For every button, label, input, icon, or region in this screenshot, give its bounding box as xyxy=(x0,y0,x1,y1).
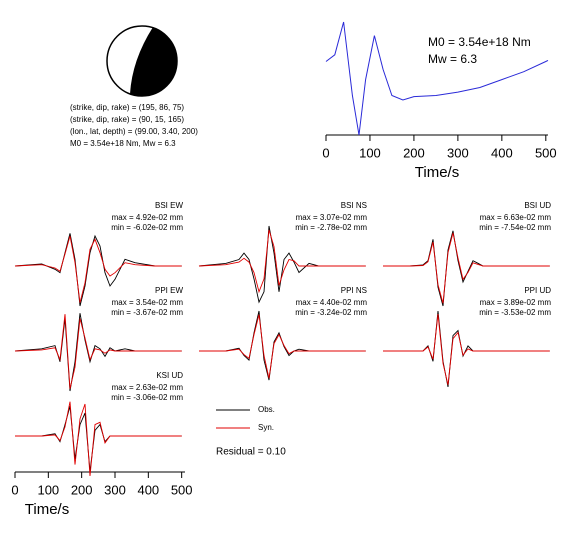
x-tick-label: 300 xyxy=(447,145,469,160)
mechanism-line: M0 = 3.54e+18 Nm, Mw = 6.3 xyxy=(70,139,176,148)
annotation: M0 = 3.54e+18 Nm xyxy=(428,35,531,49)
residual: Residual = 0.10 xyxy=(216,447,286,458)
max-label: max = 6.63e-02 mm xyxy=(480,213,552,222)
beachball xyxy=(106,25,178,97)
x-tick-label: 200 xyxy=(403,145,425,160)
station-label: BSI UD xyxy=(524,201,551,210)
synthetic-trace xyxy=(15,401,182,477)
max-label: max = 3.54e-02 mm xyxy=(112,298,184,307)
min-label: min = -3.24e-02 mm xyxy=(295,308,367,317)
station-label: BSI NS xyxy=(341,201,367,210)
observed-trace xyxy=(15,406,182,472)
legend-label: Syn. xyxy=(258,423,274,432)
x-tick-label: 100 xyxy=(37,482,59,497)
synthetic-trace xyxy=(14,235,182,303)
observed-trace xyxy=(14,233,182,307)
max-label: max = 4.40e-02 mm xyxy=(296,298,368,307)
x-tick-label: 300 xyxy=(104,482,126,497)
min-label: min = -2.78e-02 mm xyxy=(295,223,367,232)
observed-trace xyxy=(14,313,182,392)
x-tick-label: 0 xyxy=(322,145,329,160)
x-axis-label: Time/s xyxy=(25,501,69,518)
synthetic-trace xyxy=(14,314,182,389)
x-tick-label: 0 xyxy=(11,482,18,497)
synthetic-trace xyxy=(199,314,366,379)
min-label: min = -7.54e-02 mm xyxy=(479,223,551,232)
max-label: max = 4.92e-02 mm xyxy=(112,213,184,222)
source-time-function xyxy=(325,21,549,136)
station-label: PPI NS xyxy=(341,286,367,295)
mechanism-line: (strike, dip, rake) = (90, 15, 165) xyxy=(70,115,184,124)
min-label: min = -3.06e-02 mm xyxy=(111,393,183,402)
legend-label: Obs. xyxy=(258,405,275,414)
observed-trace xyxy=(383,310,550,387)
max-label: max = 2.63e-02 mm xyxy=(112,383,184,392)
max-label: max = 3.89e-02 mm xyxy=(480,298,552,307)
station-label: KSI UD xyxy=(156,371,183,380)
mechanism-line: (strike, dip, rake) = (195, 86, 75) xyxy=(70,103,184,112)
station-label: BSI EW xyxy=(155,201,183,210)
station-label: PPI EW xyxy=(155,286,183,295)
x-tick-label: 100 xyxy=(359,145,381,160)
synthetic-trace xyxy=(383,232,550,304)
observed-trace xyxy=(198,225,366,304)
synthetic-trace xyxy=(198,229,366,294)
x-tick-label: 400 xyxy=(491,145,513,160)
min-label: min = -3.67e-02 mm xyxy=(111,308,183,317)
x-tick-label: 400 xyxy=(137,482,159,497)
mechanism-line: (lon., lat, depth) = (99.00, 3.40, 200) xyxy=(70,127,198,136)
max-label: max = 3.07e-02 mm xyxy=(296,213,368,222)
observed-trace xyxy=(199,310,366,381)
x-axis-label: Time/s xyxy=(415,164,459,181)
min-label: min = -6.02e-02 mm xyxy=(111,223,183,232)
station-label: PPI UD xyxy=(524,286,551,295)
x-tick-label: 500 xyxy=(535,145,557,160)
x-tick-label: 200 xyxy=(71,482,93,497)
x-tick-label: 500 xyxy=(171,482,193,497)
synthetic-trace xyxy=(383,314,550,385)
min-label: min = -3.53e-02 mm xyxy=(479,308,551,317)
annotation: Mw = 6.3 xyxy=(428,52,477,66)
beachball-compression xyxy=(130,27,177,96)
